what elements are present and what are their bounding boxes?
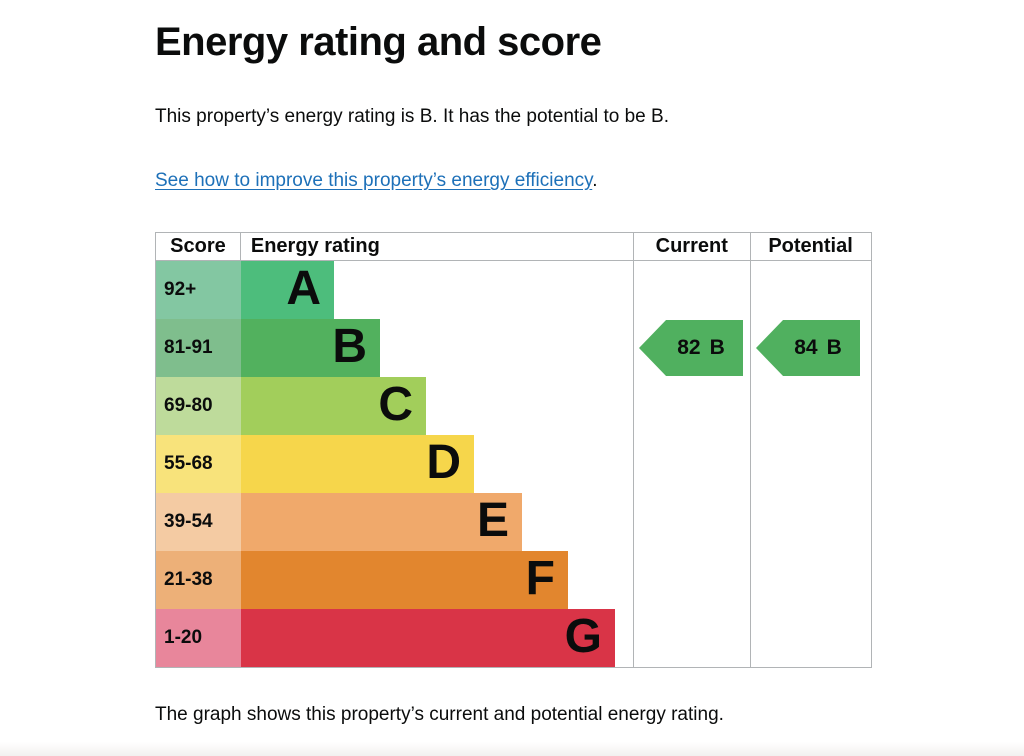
rating-band-row: 69-80 C [156,377,871,435]
score-range-label: 21-38 [164,569,213,590]
rating-band-bar: A [241,261,334,319]
rating-band-row: 21-38 F [156,551,871,609]
rating-band-bar: D [241,435,474,493]
page-title: Energy rating and score [155,20,602,64]
epc-table-body: 92+ A 81-91 B 69-80 C 55-68 [156,261,871,667]
header-energy-rating: Energy rating [250,235,380,257]
header-potential: Potential [768,235,853,257]
score-range-cell: 55-68 [156,435,241,493]
score-range-cell: 39-54 [156,493,241,551]
score-range-label: 81-91 [164,337,213,358]
current-band-letter: B [709,336,725,359]
score-range-label: 55-68 [164,453,213,474]
improve-link-line: See how to improve this property’s energ… [155,169,598,194]
score-range-label: 1-20 [164,627,203,648]
score-range-cell: 21-38 [156,551,241,609]
potential-band-letter: B [826,336,842,359]
rating-band-bar: G [241,609,615,667]
rating-band-letter: C [378,378,413,431]
current-column-divider [633,233,634,667]
score-range-label: 92+ [164,279,197,300]
band-bar-cell: A [241,261,871,319]
score-range-label: 39-54 [164,511,213,532]
rating-band-letter: B [332,320,367,373]
rating-summary-text: This property’s energy rating is B. It h… [155,106,669,127]
band-bar-cell: E [241,493,871,551]
score-range-cell: 81-91 [156,319,241,377]
rating-band-bar: E [241,493,522,551]
rating-band-letter: F [525,552,555,605]
rating-band-letter: D [426,436,461,489]
epc-rating-table: Score Energy rating Current Potential 92… [155,232,872,668]
rating-band-bar: F [241,551,568,609]
graph-caption-text: The graph shows this property’s current … [155,704,724,725]
potential-score-value: 84 [794,336,818,359]
current-score-value: 82 [677,336,701,359]
rating-band-bar: B [241,319,380,377]
rating-band-letter: E [476,494,509,547]
band-bar-cell: G [241,609,871,667]
rating-band-row: 55-68 D [156,435,871,493]
score-range-cell: 69-80 [156,377,241,435]
rating-band-row: 92+ A [156,261,871,319]
rating-band-letter: G [564,610,602,663]
rating-band-row: 39-54 E [156,493,871,551]
band-bar-cell: D [241,435,871,493]
rating-band-letter: A [286,262,321,315]
band-bar-cell: C [241,377,871,435]
epc-table-header: Score Energy rating Current Potential [156,233,871,261]
improve-efficiency-link[interactable]: See how to improve this property’s energ… [155,170,593,191]
score-range-label: 69-80 [164,395,213,416]
band-bar-cell: B [241,319,871,377]
score-range-cell: 1-20 [156,609,241,667]
rating-band-row: 81-91 B [156,319,871,377]
potential-column-divider [750,233,751,667]
rating-band-bar: C [241,377,426,435]
header-current: Current [655,235,728,257]
page-bottom-fade [0,742,1024,756]
score-range-cell: 92+ [156,261,241,319]
header-score: Score [156,233,241,260]
link-suffix: . [592,170,598,191]
rating-band-row: 1-20 G [156,609,871,667]
band-bar-cell: F [241,551,871,609]
